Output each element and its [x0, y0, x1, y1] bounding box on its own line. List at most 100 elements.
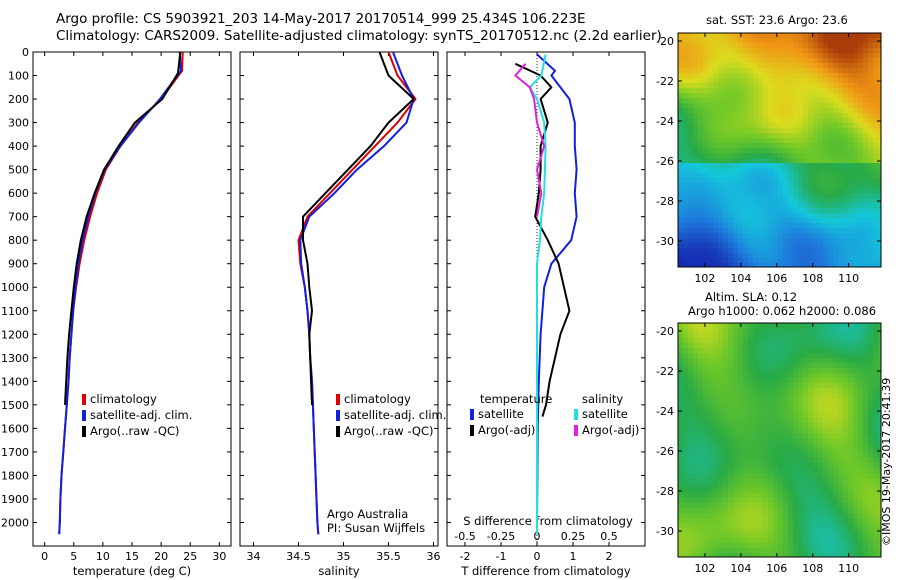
heatmap-cell — [678, 508, 684, 514]
heatmap-cell — [723, 498, 729, 504]
heatmap-cell — [803, 43, 809, 49]
heatmap-cell — [828, 363, 834, 369]
heatmap-cell — [708, 158, 714, 164]
heatmap-cell — [793, 363, 799, 369]
heatmap-cell — [683, 513, 689, 519]
heatmap-cell — [753, 468, 759, 474]
heatmap-cell — [733, 53, 739, 59]
heatmap-cell — [708, 168, 714, 174]
heatmap-cell — [873, 263, 879, 267]
heatmap-cell — [853, 533, 859, 539]
heatmap-cell — [713, 468, 719, 474]
heatmap-cell — [728, 58, 734, 64]
heatmap-cell — [798, 493, 804, 499]
heatmap-cell — [828, 453, 834, 459]
heatmap-cell — [863, 388, 869, 394]
legend-swatch — [574, 425, 578, 436]
heatmap-cell — [713, 458, 719, 464]
heatmap-cell — [733, 398, 739, 404]
annotation-line: Argo Australia — [327, 507, 408, 521]
heatmap-cell — [813, 243, 819, 249]
heatmap-cell — [793, 158, 799, 164]
heatmap-cell — [863, 58, 869, 64]
heatmap-cell — [758, 128, 764, 134]
heatmap-cell — [868, 488, 874, 494]
heatmap-cell — [843, 488, 849, 494]
heatmap-cell — [718, 373, 724, 379]
heatmap-cell — [738, 393, 744, 399]
map-y-tick-label: -24 — [656, 115, 674, 128]
heatmap-cell — [693, 508, 699, 514]
heatmap-cell — [818, 448, 824, 454]
heatmap-cell — [773, 523, 779, 529]
heatmap-cell — [838, 508, 844, 514]
heatmap-cell — [758, 418, 764, 424]
heatmap-cell — [868, 98, 874, 104]
heatmap-cell — [788, 263, 794, 267]
heatmap-cell — [688, 208, 694, 214]
heatmap-cell — [758, 348, 764, 354]
heatmap-cell — [798, 258, 804, 264]
heatmap-cell — [828, 103, 834, 109]
heatmap-cell — [798, 403, 804, 409]
heatmap-cell — [718, 198, 724, 204]
heatmap-cell — [808, 478, 814, 484]
heatmap-cell — [768, 53, 774, 59]
figure-title-line2: Climatology: CARS2009. Satellite-adjuste… — [56, 28, 662, 44]
heatmap-cell — [793, 348, 799, 354]
heatmap-cell — [843, 158, 849, 164]
heatmap-cell — [838, 453, 844, 459]
heatmap-cell — [743, 73, 749, 79]
heatmap-cell — [833, 528, 839, 534]
heatmap-cell — [753, 73, 759, 79]
heatmap-cell — [788, 343, 794, 349]
heatmap-cell — [683, 478, 689, 484]
heatmap-cell — [763, 128, 769, 134]
heatmap-cell — [793, 338, 799, 344]
heatmap-cell — [783, 358, 789, 364]
heatmap-cell — [833, 208, 839, 214]
heatmap-cell — [873, 243, 879, 249]
heatmap-cell — [823, 458, 829, 464]
heatmap-cell — [858, 158, 864, 164]
heatmap-cell — [693, 198, 699, 204]
heatmap-cell — [863, 543, 869, 549]
heatmap-cell — [708, 53, 714, 59]
heatmap-cell — [763, 418, 769, 424]
heatmap-cell — [788, 68, 794, 74]
heatmap-cell — [708, 178, 714, 184]
heatmap-cell — [823, 103, 829, 109]
heatmap-cell — [768, 328, 774, 334]
heatmap-cell — [843, 363, 849, 369]
heatmap-cell — [808, 408, 814, 414]
heatmap-cell — [818, 178, 824, 184]
heatmap-cell — [753, 173, 759, 179]
heatmap-cell — [708, 468, 714, 474]
heatmap-cell — [873, 113, 879, 119]
heatmap-cell — [788, 258, 794, 264]
heatmap-cell — [773, 253, 779, 259]
heatmap-cell — [733, 388, 739, 394]
heatmap-cell — [798, 438, 804, 444]
heatmap-cell — [848, 113, 854, 119]
heatmap-cell — [728, 83, 734, 89]
heatmap-cell — [778, 443, 784, 449]
x-axis-label: salinity — [318, 564, 359, 578]
heatmap-cell — [823, 138, 829, 144]
heatmap-cell — [763, 208, 769, 214]
heatmap-cell — [848, 333, 854, 339]
heatmap-cell — [868, 63, 874, 69]
heatmap-cell — [688, 353, 694, 359]
heatmap-cell — [833, 48, 839, 54]
heatmap-cell — [693, 238, 699, 244]
heatmap-cell — [823, 153, 829, 159]
heatmap-cell — [833, 113, 839, 119]
heatmap-cell — [698, 43, 704, 49]
heatmap-cell — [768, 133, 774, 139]
heatmap-cell — [828, 468, 834, 474]
heatmap-cell — [778, 183, 784, 189]
heatmap-cell — [713, 213, 719, 219]
heatmap-cell — [853, 383, 859, 389]
heatmap-cell — [753, 183, 759, 189]
heatmap-cell — [688, 188, 694, 194]
